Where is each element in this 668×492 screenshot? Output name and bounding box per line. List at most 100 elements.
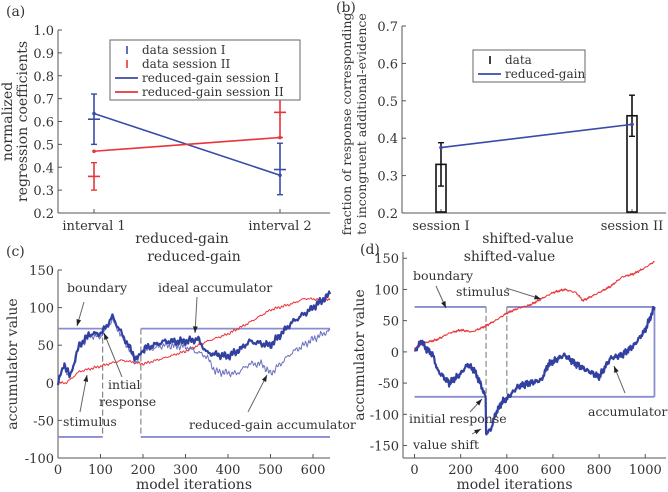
y-tick-label: 50 — [382, 315, 399, 330]
annotation-boundary: boundary — [67, 280, 128, 295]
annotation-stimulus: stimulus — [63, 414, 117, 429]
arrow-stimulus-head — [534, 294, 541, 300]
y-axis-label: to incongruent additional-evidence — [354, 13, 369, 235]
arrow-reduced-gain — [247, 374, 268, 413]
y-tick-label: 0.7 — [33, 93, 54, 108]
x-tick-label: interval 1 — [62, 219, 125, 234]
x-axis-label: shifted-value — [482, 231, 574, 247]
x-tick-label: 100 — [88, 463, 113, 478]
x-axis-label: reduced-gain — [135, 231, 229, 247]
model-point — [278, 173, 282, 178]
x-tick-label: 300 — [173, 463, 198, 478]
legend-label: data — [505, 53, 532, 67]
legend-label: data session I — [142, 43, 226, 57]
x-tick-label: 500 — [258, 463, 283, 478]
panel-label: (a) — [6, 4, 25, 20]
annotation-initial-response: intial — [108, 377, 141, 392]
model-line — [440, 123, 633, 149]
panel-title: reduced-gain — [147, 249, 241, 265]
x-tick-label: 600 — [541, 463, 566, 478]
y-tick-label: -50 — [378, 377, 399, 392]
x-tick-label: 1000 — [629, 463, 662, 478]
y-tick-label: 0.9 — [33, 47, 54, 62]
series-reduced-gain-accumulator — [57, 317, 331, 386]
arrow-value-shift-head — [474, 429, 481, 435]
arrow-accumulator-head — [614, 366, 619, 373]
panel-label: (d) — [360, 242, 380, 258]
arrow-boundary-head — [441, 301, 446, 308]
y-axis-label: normalized — [0, 82, 16, 161]
legend-label: reduced-gain session II — [142, 85, 284, 99]
y-tick-label: 50 — [37, 339, 54, 354]
legend-label: reduced-gain session I — [142, 71, 279, 85]
model-point — [278, 135, 282, 140]
panel-label: (c) — [6, 244, 25, 260]
arrow-boundary-head — [76, 319, 82, 326]
y-tick-label: 0.6 — [33, 116, 54, 131]
y-axis-label: accumulator value — [352, 289, 368, 420]
y-tick-label: 0.5 — [377, 95, 398, 110]
panel-label: (b) — [336, 0, 356, 16]
y-axis-label: fraction of response corresponding — [339, 13, 354, 236]
annotation-initial-response: initial response — [409, 411, 507, 426]
y-tick-label: 100 — [374, 283, 399, 298]
annotation-initial-response-2: response — [99, 394, 156, 409]
y-tick-label: -150 — [370, 440, 399, 455]
series-stimulus — [57, 297, 331, 385]
x-tick-label: 200 — [131, 463, 156, 478]
y-tick-label: 0.3 — [377, 170, 398, 185]
panel-title: shifted-value — [464, 249, 556, 265]
x-axis-label: model iterations — [456, 477, 572, 492]
y-tick-label: 0.5 — [33, 138, 54, 153]
y-tick-label: 0.6 — [377, 57, 398, 72]
y-tick-label: 150 — [374, 252, 399, 267]
y-tick-label: 0 — [391, 346, 399, 361]
annotation-boundary: boundary — [413, 268, 474, 283]
x-tick-label: session II — [601, 219, 663, 234]
y-tick-label: -100 — [25, 452, 54, 467]
model-line — [93, 136, 281, 153]
legend — [109, 39, 301, 101]
x-tick-label: 800 — [587, 463, 612, 478]
model-point — [439, 145, 443, 150]
model-point — [92, 149, 96, 154]
series-stimulus — [414, 260, 655, 350]
y-tick-label: 0.2 — [33, 207, 54, 222]
y-tick-label: 100 — [29, 302, 54, 317]
y-tick-label: 0.2 — [377, 207, 398, 222]
x-tick-label: 0 — [410, 463, 418, 478]
y-tick-label: 0.4 — [377, 132, 398, 147]
y-axis-label: regression coefficients — [15, 41, 31, 202]
arrow-initial-response — [103, 332, 123, 378]
y-tick-label: 0.7 — [377, 20, 398, 35]
x-axis-label: model iterations — [136, 477, 252, 492]
x-tick-label: 200 — [448, 463, 473, 478]
y-tick-label: 0.3 — [33, 184, 54, 199]
x-tick-label: 600 — [301, 463, 326, 478]
y-tick-label: 0.4 — [33, 161, 54, 176]
model-point — [92, 111, 96, 116]
annotation-stimulus: stimulus — [456, 284, 510, 299]
y-axis-label: accumulator value — [5, 298, 21, 429]
x-tick-label: 400 — [494, 463, 519, 478]
x-tick-label: session I — [412, 219, 469, 234]
annotation-value-shift: value shift — [412, 437, 479, 452]
x-tick-label: 0 — [54, 463, 62, 478]
arrow-reduced-gain-head — [261, 375, 267, 382]
legend-label: data session II — [142, 57, 231, 71]
annotation-ideal-accumulator: ideal accumulator — [158, 280, 272, 295]
arrow-stimulus-head — [83, 375, 89, 382]
y-tick-label: 1.0 — [33, 24, 54, 39]
model-point — [630, 122, 634, 127]
arrow-initial-response-head — [475, 399, 482, 406]
y-tick-label: 0.8 — [33, 70, 54, 85]
legend — [472, 49, 586, 83]
y-tick-label: -100 — [370, 408, 399, 423]
arrow-initial-response-head — [104, 333, 109, 340]
y-tick-label: -50 — [33, 414, 54, 429]
y-tick-label: 0 — [46, 377, 54, 392]
y-tick-label: 150 — [29, 264, 54, 279]
arrow-ideal-head — [192, 326, 198, 333]
legend-label: reduced-gain — [505, 67, 585, 81]
